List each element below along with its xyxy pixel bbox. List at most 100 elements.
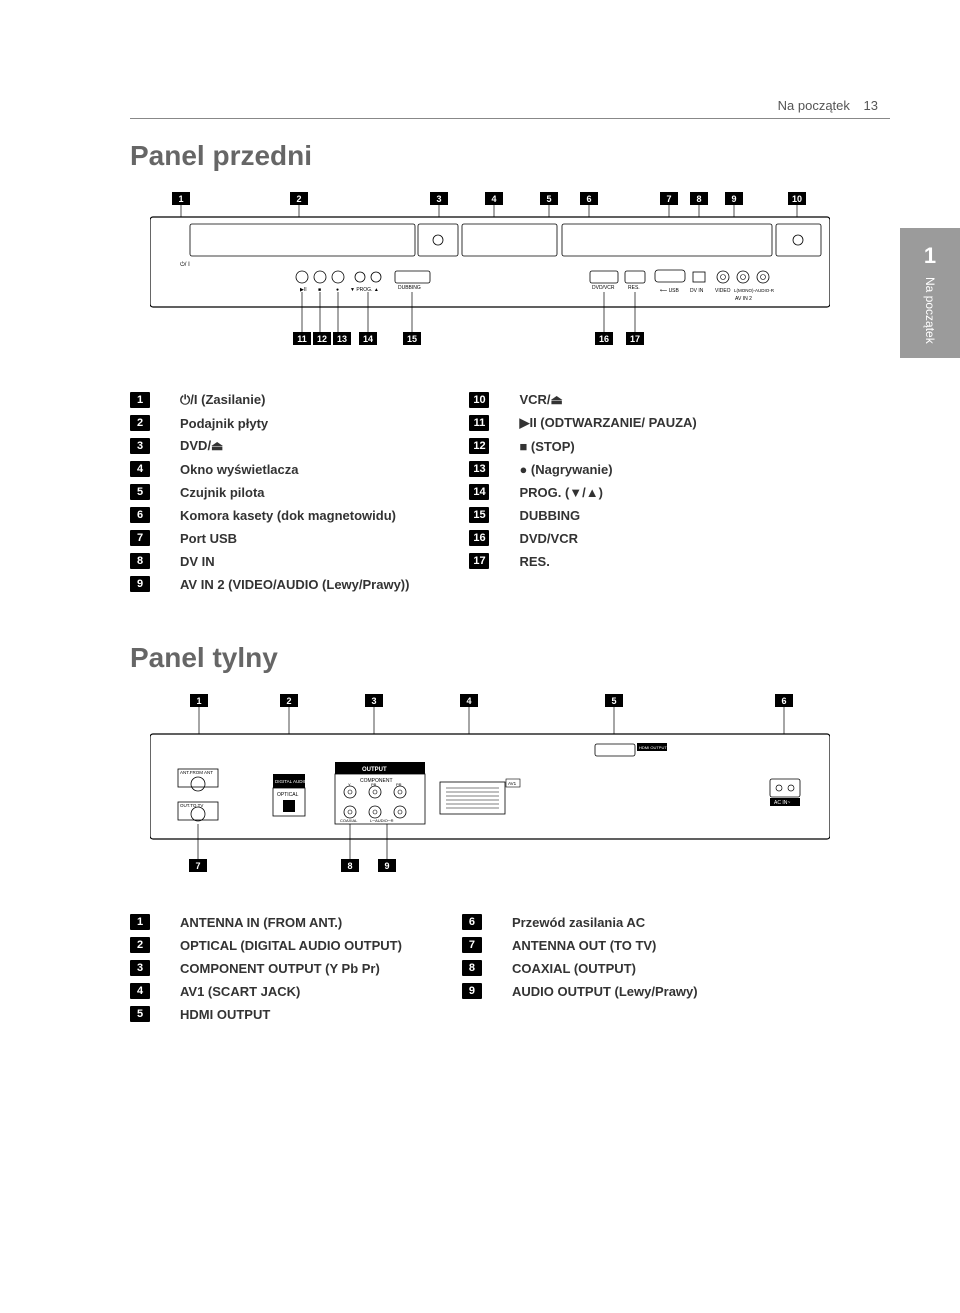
legend-marker: 6 bbox=[130, 507, 150, 523]
legend-marker: 14 bbox=[469, 484, 489, 500]
svg-text:DVD/VCR: DVD/VCR bbox=[592, 285, 615, 291]
legend-row: 4 Okno wyświetlacza bbox=[130, 461, 409, 477]
legend-row: 6 Przewód zasilania AC bbox=[462, 914, 698, 930]
legend-row: 15DUBBING bbox=[469, 507, 696, 523]
legend-text: RES. bbox=[519, 554, 549, 569]
legend-row: 9 AV IN 2 (VIDEO/AUDIO (Lewy/Prawy)) bbox=[130, 576, 409, 592]
svg-text:⟵ USB: ⟵ USB bbox=[660, 288, 680, 294]
legend-text: DVD/⏏ bbox=[180, 438, 223, 454]
svg-text:OUTPUT: OUTPUT bbox=[362, 767, 387, 773]
svg-text:ANT.FROM ANT: ANT.FROM ANT bbox=[180, 770, 213, 775]
svg-text:OUT.TO TV: OUT.TO TV bbox=[180, 803, 203, 808]
svg-text:L─AUDIO─R: L─AUDIO─R bbox=[370, 818, 394, 823]
legend-marker: 11 bbox=[469, 415, 489, 431]
svg-text:Y: Y bbox=[348, 782, 351, 787]
svg-text:▶II: ▶II bbox=[300, 287, 307, 293]
legend-text: Port USB bbox=[180, 531, 237, 546]
svg-text:3: 3 bbox=[436, 194, 441, 204]
svg-text:16: 16 bbox=[599, 334, 609, 344]
legend-text: ■ (STOP) bbox=[519, 439, 574, 454]
svg-text:7: 7 bbox=[666, 194, 671, 204]
legend-row: 4 AV1 (SCART JACK) bbox=[130, 983, 402, 999]
legend-text: AV IN 2 (VIDEO/AUDIO (Lewy/Prawy)) bbox=[180, 577, 409, 592]
legend-marker: 8 bbox=[130, 553, 150, 569]
legend-marker: 4 bbox=[130, 983, 150, 999]
rear-panel-title: Panel tylny bbox=[130, 642, 890, 674]
svg-text:5: 5 bbox=[546, 194, 551, 204]
svg-text:8: 8 bbox=[347, 861, 352, 871]
svg-text:PB: PB bbox=[371, 782, 377, 787]
svg-text:5: 5 bbox=[611, 696, 616, 706]
svg-text:15: 15 bbox=[407, 334, 417, 344]
legend-marker: 16 bbox=[469, 530, 489, 546]
svg-text:DIGITAL AUDIO: DIGITAL AUDIO bbox=[275, 779, 308, 784]
legend-text: AV1 (SCART JACK) bbox=[180, 984, 300, 999]
svg-text:10: 10 bbox=[792, 194, 802, 204]
svg-text:4: 4 bbox=[491, 194, 496, 204]
svg-text:RES.: RES. bbox=[628, 285, 640, 291]
legend-text: ANTENNA OUT (TO TV) bbox=[512, 938, 656, 953]
legend-text: ▶II (ODTWARZANIE/ PAUZA) bbox=[519, 415, 696, 431]
svg-text:PR: PR bbox=[396, 782, 402, 787]
svg-text:HDMI OUTPUT: HDMI OUTPUT bbox=[639, 745, 667, 750]
legend-marker: 4 bbox=[130, 461, 150, 477]
svg-text:1: 1 bbox=[196, 696, 201, 706]
legend-marker: 9 bbox=[130, 576, 150, 592]
svg-text:AV1: AV1 bbox=[508, 781, 517, 786]
legend-text: Komora kasety (dok magnetowidu) bbox=[180, 508, 396, 523]
legend-marker: 2 bbox=[130, 937, 150, 953]
legend-text: HDMI OUTPUT bbox=[180, 1007, 270, 1022]
legend-marker: 1 bbox=[130, 914, 150, 930]
legend-marker: 10 bbox=[469, 392, 489, 408]
legend-marker: 17 bbox=[469, 553, 489, 569]
svg-text:6: 6 bbox=[781, 696, 786, 706]
svg-text:⏻/ I: ⏻/ I bbox=[180, 261, 190, 268]
svg-text:12: 12 bbox=[317, 334, 327, 344]
legend-marker: 5 bbox=[130, 484, 150, 500]
legend-text: COMPONENT OUTPUT (Y Pb Pr) bbox=[180, 961, 380, 976]
legend-text: DV IN bbox=[180, 554, 215, 569]
legend-row: 17 RES. bbox=[469, 553, 696, 569]
legend-row: 2 Podajnik płyty bbox=[130, 415, 409, 431]
legend-marker: 1 bbox=[130, 392, 150, 408]
svg-text:■: ■ bbox=[318, 287, 321, 293]
svg-text:OPTICAL: OPTICAL bbox=[277, 792, 299, 798]
legend-row: 16DVD/VCR bbox=[469, 530, 696, 546]
legend-marker: 7 bbox=[130, 530, 150, 546]
svg-text:●: ● bbox=[336, 287, 339, 293]
svg-text:11: 11 bbox=[297, 334, 307, 344]
svg-text:6: 6 bbox=[586, 194, 591, 204]
legend-text: ⏻/I (Zasilanie) bbox=[180, 392, 265, 408]
legend-marker: 8 bbox=[462, 960, 482, 976]
legend-row: 12 ■ (STOP) bbox=[469, 438, 696, 454]
svg-text:1: 1 bbox=[178, 194, 183, 204]
front-panel-title: Panel przedni bbox=[130, 140, 890, 172]
legend-text: ● (Nagrywanie) bbox=[519, 462, 612, 477]
legend-text: Podajnik płyty bbox=[180, 416, 268, 431]
legend-text: AUDIO OUTPUT (Lewy/Prawy) bbox=[512, 984, 698, 999]
svg-text:DV IN: DV IN bbox=[690, 288, 704, 294]
svg-text:4: 4 bbox=[466, 696, 471, 706]
legend-row: 11 ▶II (ODTWARZANIE/ PAUZA) bbox=[469, 415, 696, 431]
legend-row: 3COMPONENT OUTPUT (Y Pb Pr) bbox=[130, 960, 402, 976]
legend-marker: 15 bbox=[469, 507, 489, 523]
legend-row: 9AUDIO OUTPUT (Lewy/Prawy) bbox=[462, 983, 698, 999]
legend-marker: 2 bbox=[130, 415, 150, 431]
svg-text:L(MONO)-AUDIO-R: L(MONO)-AUDIO-R bbox=[734, 288, 775, 293]
legend-text: COAXIAL (OUTPUT) bbox=[512, 961, 636, 976]
legend-row: 7 Port USB bbox=[130, 530, 409, 546]
legend-marker: 6 bbox=[462, 914, 482, 930]
svg-text:COAXIAL: COAXIAL bbox=[340, 818, 358, 823]
legend-row: 8 COAXIAL (OUTPUT) bbox=[462, 960, 698, 976]
rear-legend: 1ANTENNA IN (FROM ANT.)2OPTICAL (DIGITAL… bbox=[130, 914, 890, 1022]
legend-text: Przewód zasilania AC bbox=[512, 915, 645, 930]
front-panel-svg: 1 2 3 4 5 6 7 8 9 10 bbox=[150, 192, 830, 372]
legend-marker: 3 bbox=[130, 438, 150, 454]
legend-row: 13● (Nagrywanie) bbox=[469, 461, 696, 477]
legend-row: 6 Komora kasety (dok magnetowidu) bbox=[130, 507, 409, 523]
legend-marker: 12 bbox=[469, 438, 489, 454]
legend-marker: 7 bbox=[462, 937, 482, 953]
legend-text: Okno wyświetlacza bbox=[180, 462, 299, 477]
svg-text:2: 2 bbox=[296, 194, 301, 204]
svg-text:AV IN 2: AV IN 2 bbox=[735, 296, 752, 302]
